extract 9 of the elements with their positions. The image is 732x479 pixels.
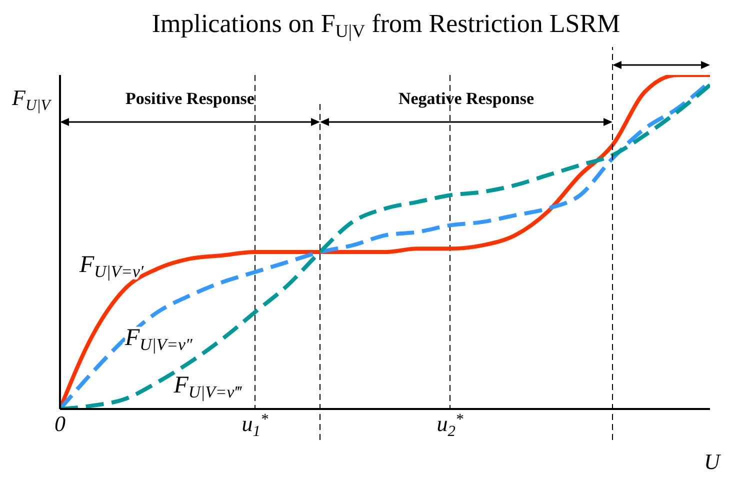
y-axis-title: F$_{U|V}$ — [11, 85, 52, 114]
series-label: F$_{U|V=v‴}$ — [172, 372, 242, 402]
series-label: F$_{U|V=v′}$ — [78, 252, 144, 282]
chart-title: Implications on F$_{U|V}$ from Restriction LSRM — [152, 9, 620, 42]
x-axis-title: U — [704, 449, 722, 474]
annotation: Negative Response — [398, 89, 534, 108]
series-label: F$_{U|V=v″}$ — [124, 325, 194, 354]
x-tick-label: 0 — [54, 411, 66, 436]
annotation: Positive Response — [126, 89, 255, 108]
